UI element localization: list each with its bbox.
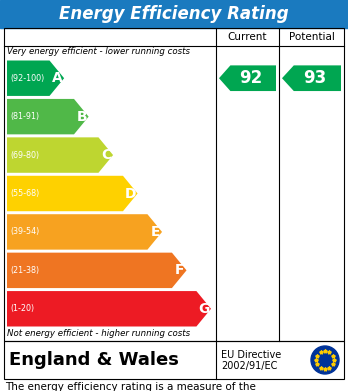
Text: (1-20): (1-20) <box>10 304 34 313</box>
Circle shape <box>311 346 339 374</box>
Text: (92-100): (92-100) <box>10 74 44 83</box>
Text: (55-68): (55-68) <box>10 189 39 198</box>
Bar <box>4 28 344 341</box>
Text: Potential: Potential <box>288 32 334 42</box>
Text: Energy Efficiency Rating: Energy Efficiency Rating <box>59 5 289 23</box>
Bar <box>4 341 344 379</box>
Text: (39-54): (39-54) <box>10 228 39 237</box>
Polygon shape <box>7 99 89 135</box>
Polygon shape <box>7 253 187 288</box>
Bar <box>0 0 348 28</box>
Text: Very energy efficient - lower running costs: Very energy efficient - lower running co… <box>7 47 190 56</box>
Text: (81-91): (81-91) <box>10 112 39 121</box>
Polygon shape <box>7 176 137 211</box>
Polygon shape <box>7 291 211 326</box>
Text: D: D <box>125 187 137 201</box>
Text: C: C <box>101 148 112 162</box>
Text: Current: Current <box>228 32 267 42</box>
Text: 92: 92 <box>239 69 262 87</box>
Text: A: A <box>52 71 63 85</box>
Text: 93: 93 <box>303 69 327 87</box>
Polygon shape <box>219 65 276 91</box>
Text: E: E <box>151 225 160 239</box>
Text: (69-80): (69-80) <box>10 151 39 160</box>
Text: 2002/91/EC: 2002/91/EC <box>221 361 277 371</box>
Polygon shape <box>282 65 341 91</box>
Text: The energy efficiency rating is a measure of the
overall efficiency of a home. T: The energy efficiency rating is a measur… <box>5 382 268 391</box>
Text: F: F <box>175 264 185 277</box>
Text: B: B <box>77 109 87 124</box>
Text: EU Directive: EU Directive <box>221 350 281 360</box>
Text: England & Wales: England & Wales <box>9 351 179 369</box>
Text: G: G <box>199 302 210 316</box>
Polygon shape <box>7 137 113 173</box>
Polygon shape <box>7 214 162 249</box>
Polygon shape <box>7 61 64 96</box>
Text: (21-38): (21-38) <box>10 266 39 275</box>
Text: Not energy efficient - higher running costs: Not energy efficient - higher running co… <box>7 329 190 338</box>
